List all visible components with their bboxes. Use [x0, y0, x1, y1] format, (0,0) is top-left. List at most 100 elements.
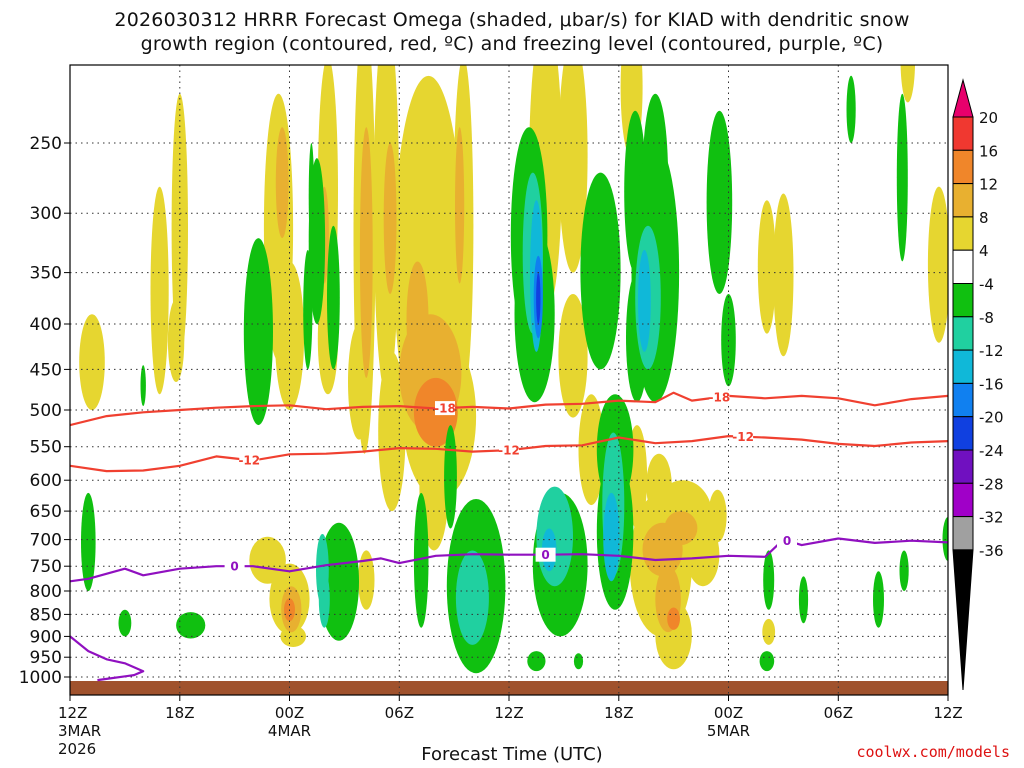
- contour-label-0-2: 0: [783, 534, 791, 548]
- negative-12-16-shade-97: [638, 249, 651, 352]
- positive-4-8-shade-29: [686, 522, 720, 587]
- positive-8-12-shade-41: [383, 143, 397, 294]
- positive-12-16-shade-50: [667, 607, 680, 630]
- contour-label--12-2: -12: [732, 430, 754, 444]
- colorbar-segment-8: [952, 382, 974, 418]
- colorbar-segment-12: [952, 516, 974, 551]
- x-tick-label-0-1: 3MAR: [58, 722, 101, 740]
- x-tick-label-24-0: 12Z: [494, 704, 523, 722]
- y-tick-label-750: 750: [30, 557, 62, 577]
- negative-4-8-shade-54: [176, 612, 206, 639]
- colorbar-segment-11: [952, 482, 974, 518]
- positive-8-12-shade-47: [664, 511, 698, 546]
- positive-4-8-shade-36: [150, 186, 169, 395]
- y-tick-label-850: 850: [30, 605, 62, 625]
- colorbar-top-triangle: [952, 78, 974, 118]
- y-axis: 2503003504004505005506006507007508008509…: [19, 134, 70, 688]
- y-tick-label-1000: 1000: [19, 668, 62, 688]
- contour-label-bg--12-1: [499, 443, 519, 458]
- positive-4-8-shade-2: [167, 299, 185, 382]
- negative-4-8-shade-67: [527, 651, 546, 672]
- negative-4-8-shade-61: [413, 492, 429, 628]
- positive-4-8-shade-13: [378, 351, 406, 512]
- y-tick-label-500: 500: [30, 401, 62, 421]
- positive-4-8-shade-22: [578, 394, 605, 506]
- y-tick-label-550: 550: [30, 438, 62, 458]
- negative-4-8-shade-84: [896, 93, 908, 262]
- positive-4-8-shade-0: [79, 314, 105, 410]
- positive-4-8-shade-33: [762, 618, 776, 645]
- positive-8-12-shade-40: [359, 127, 373, 378]
- y-tick-label-650: 650: [30, 502, 62, 522]
- negative-4-8-shade-55: [243, 238, 273, 426]
- colorbar-label-9: -20: [979, 409, 1004, 427]
- colorbar-label-8: -16: [979, 375, 1004, 393]
- colorbar-segment-3: [952, 216, 974, 251]
- x-tick-label-36-1: 5MAR: [707, 722, 750, 740]
- x-tick-label-30-0: 18Z: [604, 704, 633, 722]
- x-tick-label-36-0: 00Z: [714, 704, 743, 722]
- colorbar-label-1: 16: [979, 142, 998, 160]
- positive-4-8-shade-21: [558, 294, 588, 418]
- negative-4-8-shade-62: [444, 425, 457, 529]
- positive-4-8-shade-32: [773, 193, 794, 357]
- colorbar-segment-0: [952, 116, 974, 151]
- contour-label-bg--18-1: [709, 390, 730, 405]
- positive-4-8-shade-20: [558, 65, 588, 273]
- y-tick-label-900: 900: [30, 627, 62, 647]
- contour-0-lower: [70, 635, 145, 682]
- contour-label-0-1: 0: [541, 548, 549, 562]
- y-tick-label-400: 400: [30, 315, 62, 335]
- colorbar-label-4: 4: [979, 242, 989, 260]
- contour-label--12-0: -12: [238, 454, 260, 468]
- colorbar-label-10: -24: [979, 442, 1004, 460]
- contour-label-bg--12-0: [239, 453, 260, 468]
- colorbar-label-13: -36: [979, 542, 1004, 560]
- positive-4-8-shade-35: [927, 186, 948, 343]
- negative-4-8-shade-85: [899, 550, 909, 592]
- negative-4-8-shade-59: [327, 225, 340, 370]
- positive-8-12-shade-43: [406, 261, 429, 378]
- colorbar-bottom-triangle: [952, 549, 974, 691]
- chart-title-line-2: growth region (contoured, red, ºC) and f…: [140, 33, 884, 55]
- colorbar-segment-5: [952, 283, 974, 318]
- colorbar-segment-10: [952, 449, 974, 484]
- y-tick-label-450: 450: [30, 360, 62, 380]
- negative-4-8-shade-76: [706, 110, 733, 295]
- positive-4-8-shade-31: [757, 200, 777, 334]
- colorbar-label-11: -28: [979, 475, 1004, 493]
- colorbar-label-5: -4: [979, 276, 994, 294]
- colorbar-label-0: 20: [979, 109, 998, 127]
- negative-8-12-shade-93: [318, 571, 330, 628]
- x-tick-label-6-0: 18Z: [165, 704, 194, 722]
- y-tick-label-350: 350: [30, 264, 62, 284]
- x-tick-label-12-1: 4MAR: [268, 722, 311, 740]
- negative-4-8-shade-58: [308, 158, 326, 325]
- negative-4-8-shade-75: [642, 93, 669, 262]
- colorbar-segment-4: [952, 249, 974, 284]
- negative-4-8-shade-82: [846, 75, 856, 143]
- x-tick-label-48-0: 12Z: [933, 704, 962, 722]
- positive-4-8-shade-5: [280, 625, 307, 647]
- colorbar-label-12: -32: [979, 509, 1004, 527]
- positive-4-8-shade-30: [708, 489, 727, 543]
- contour-label-bg-0-1: [535, 547, 556, 562]
- y-tick-label-800: 800: [30, 582, 62, 602]
- positive-4-8-shade-34: [900, 65, 916, 103]
- colorbar-label-2: 12: [979, 176, 998, 194]
- colorbar-segment-1: [952, 149, 974, 185]
- colorbar-segment-7: [952, 349, 974, 384]
- y-tick-label-250: 250: [30, 134, 62, 154]
- temperature-contours: -18 -18 -12 -12 -12 0 0 0: [70, 390, 948, 682]
- contour--18: [70, 391, 948, 427]
- negative-4-8-shade-86: [942, 517, 948, 561]
- y-tick-label-300: 300: [30, 204, 62, 224]
- positive-4-8-shade-1: [171, 93, 188, 361]
- x-tick-label-18-0: 06Z: [385, 704, 414, 722]
- positive-8-12-shade-37: [275, 127, 289, 239]
- negative-4-8-shade-81: [798, 576, 809, 624]
- x-axis-title: Forecast Time (UTC): [421, 744, 603, 765]
- negative-4-8-shade-53: [140, 365, 146, 407]
